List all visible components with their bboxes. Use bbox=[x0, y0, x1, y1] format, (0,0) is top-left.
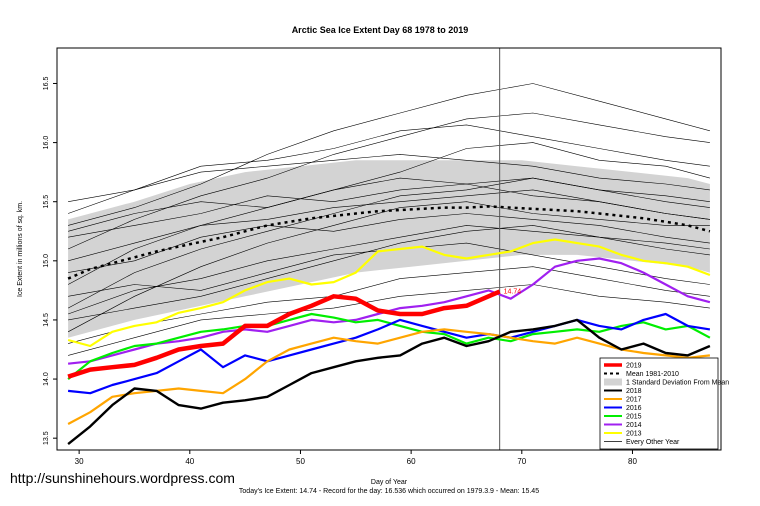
watermark-url: http://sunshinehours.wordpress.com bbox=[10, 470, 235, 486]
series-line-other-year bbox=[67, 201, 710, 333]
legend-label: Mean 1981-2010 bbox=[626, 371, 679, 378]
series-line-other-year bbox=[68, 225, 710, 321]
legend-swatch bbox=[604, 378, 622, 386]
series-line-other-year bbox=[68, 213, 710, 273]
y-tick-label: 14.5 bbox=[43, 313, 50, 327]
legend-label: 2018 bbox=[626, 388, 642, 395]
x-tick-label: 80 bbox=[628, 457, 637, 466]
x-tick-label: 60 bbox=[407, 457, 416, 466]
series-line-other-year bbox=[67, 112, 710, 250]
x-tick-label: 30 bbox=[75, 457, 84, 466]
x-axis-label: Day of Year bbox=[371, 479, 408, 486]
legend-label: 2014 bbox=[626, 422, 642, 429]
current-value-label: 14.74 bbox=[504, 289, 522, 296]
legend-label: 2019 bbox=[626, 363, 642, 370]
y-tick-label: 13.5 bbox=[43, 431, 50, 445]
axes: 30 40 50 60 70 80 13.5 14.0 14.5 15.0 15.5 16.0 16.5 bbox=[43, 77, 637, 466]
y-tick-label: 15.0 bbox=[43, 254, 50, 268]
y-axis-label: Ice Extent in millions of sq. km. bbox=[17, 201, 24, 297]
legend-label: 2017 bbox=[626, 397, 642, 404]
series-line-2013 bbox=[67, 238, 711, 348]
series-line-2018 bbox=[67, 318, 711, 446]
series-line-other-year bbox=[67, 225, 710, 315]
series-line-other-year bbox=[67, 154, 710, 214]
plot-frame bbox=[56, 47, 722, 451]
series-line-mean bbox=[67, 205, 711, 280]
legend-label: 2016 bbox=[626, 405, 642, 412]
series-line-other-year bbox=[68, 124, 710, 202]
series-line-2017 bbox=[67, 328, 711, 425]
series-line-other-year bbox=[68, 83, 710, 226]
series-line-other-year bbox=[68, 266, 710, 344]
series-line-2016 bbox=[67, 312, 711, 395]
legend-label: Every Other Year bbox=[626, 439, 680, 446]
series-line-other-year bbox=[67, 177, 710, 309]
footer-text: Today's Ice Extent: 14.74 - Record for t… bbox=[239, 488, 539, 495]
legend-label: 2015 bbox=[626, 414, 642, 421]
series-line-other-year bbox=[68, 284, 710, 356]
x-tick-label: 70 bbox=[517, 457, 526, 466]
legend-label: 2013 bbox=[626, 431, 642, 438]
series-line-2019 bbox=[67, 289, 501, 379]
x-tick-label: 50 bbox=[296, 457, 305, 466]
y-tick-label: 14.0 bbox=[43, 372, 50, 386]
series-line-other-year bbox=[68, 189, 710, 262]
chart-title: Arctic Sea Ice Extent Day 68 1978 to 201… bbox=[292, 25, 469, 35]
series-line-2015 bbox=[67, 312, 711, 380]
legend-label: 1 Standard Deviation From Mean bbox=[626, 380, 729, 387]
plot-area: 14.74 bbox=[67, 48, 711, 450]
std-dev-band bbox=[68, 160, 710, 338]
y-tick-label: 15.5 bbox=[43, 195, 50, 209]
series-line-other-year bbox=[68, 177, 710, 232]
series-line-other-year bbox=[67, 142, 710, 285]
y-tick-label: 16.0 bbox=[43, 136, 50, 150]
y-tick-label: 16.5 bbox=[43, 77, 50, 91]
x-tick-label: 40 bbox=[185, 457, 194, 466]
